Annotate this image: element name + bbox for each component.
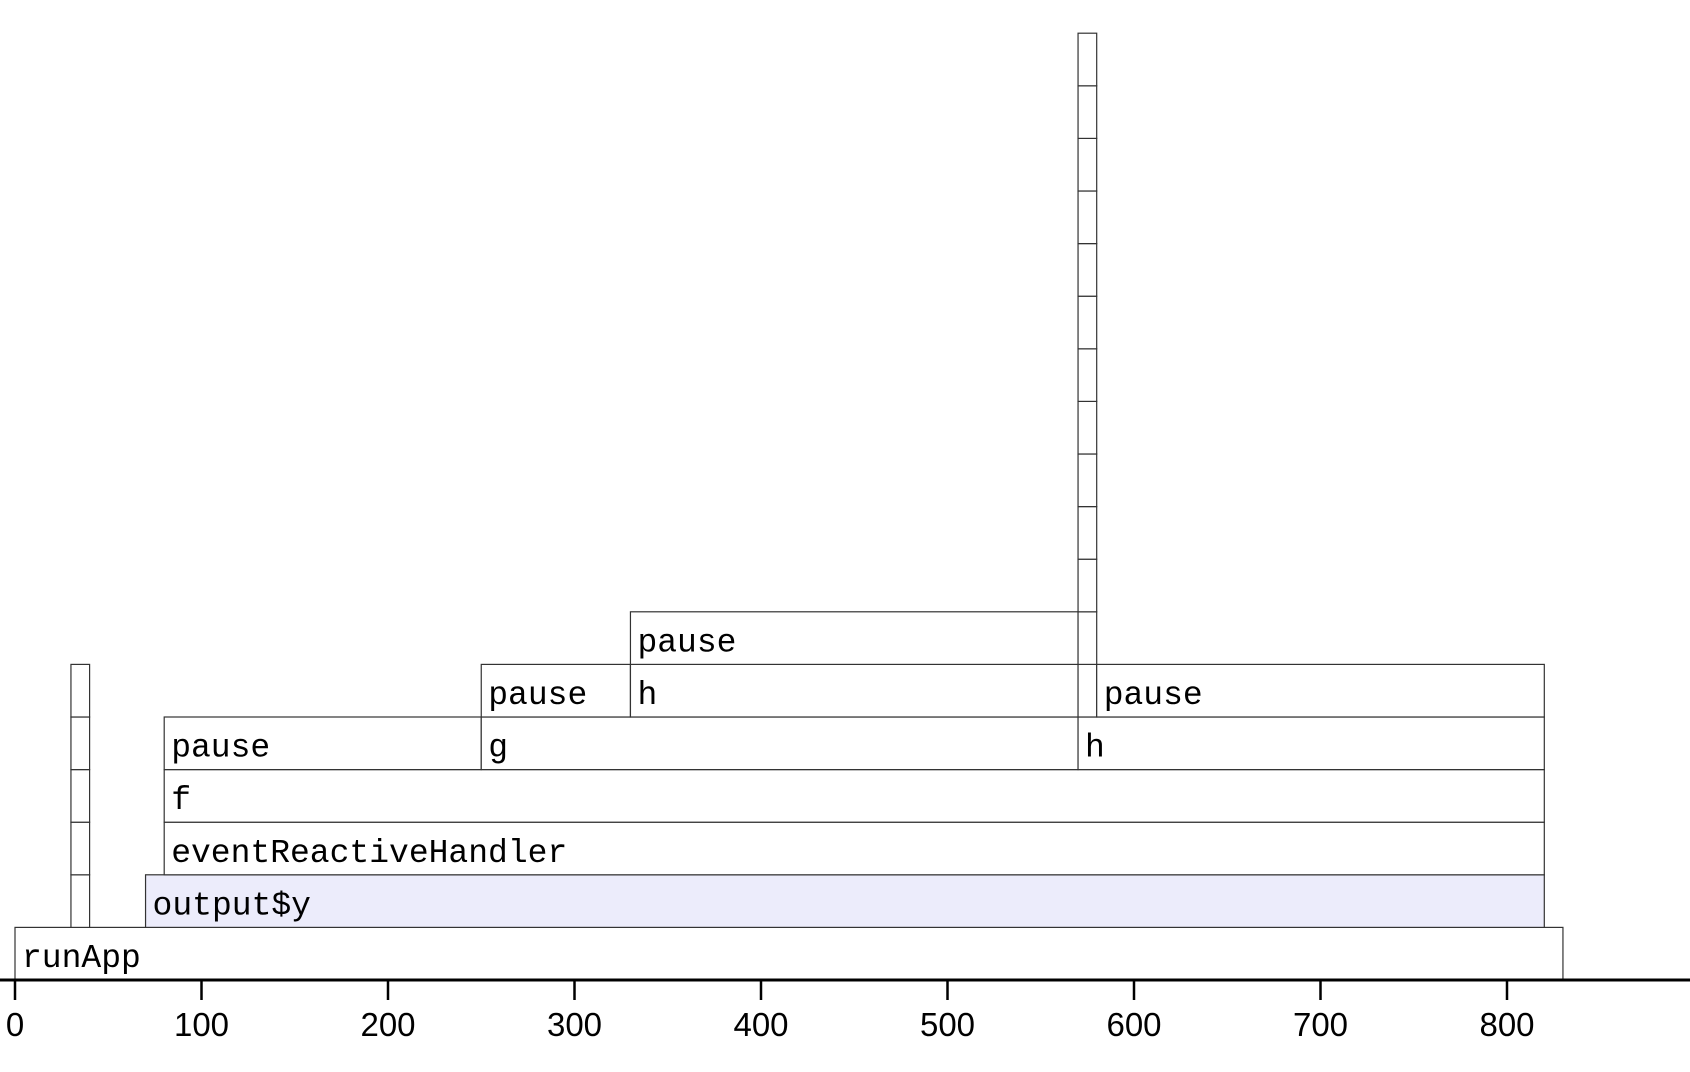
frame-rect[interactable] — [1096, 663, 1545, 718]
frame-h-12[interactable]: h — [629, 663, 1079, 718]
frame-rect[interactable] — [1077, 663, 1098, 718]
frame-rect[interactable] — [163, 821, 1545, 876]
frame-unlabeled-1[interactable] — [70, 874, 91, 928]
frame-unlabeled-27[interactable] — [1077, 85, 1098, 140]
x-tick-label-300: 300 — [547, 1006, 602, 1043]
frame-unlabeled-22[interactable] — [1077, 348, 1098, 402]
x-tick-label-500: 500 — [920, 1006, 975, 1043]
frame-pause-11[interactable]: pause — [480, 663, 632, 718]
frame-unlabeled-18[interactable] — [1077, 558, 1098, 613]
x-axis: 0 100 200 300 400 500 600 700 800 — [0, 978, 1690, 1043]
frame-rect[interactable] — [1077, 716, 1545, 771]
frame-unlabeled-15[interactable] — [1077, 663, 1098, 718]
frame-rect[interactable] — [1077, 243, 1098, 297]
frame-rect[interactable] — [1077, 453, 1098, 508]
x-tick-label-600: 600 — [1106, 1006, 1161, 1043]
x-tick-label-400: 400 — [733, 1006, 788, 1043]
frame-unlabeled-25[interactable] — [1077, 190, 1098, 245]
frame-output-y-6[interactable]: output$y — [144, 874, 1545, 928]
frame-rect[interactable] — [1077, 348, 1098, 402]
frame-h-14[interactable]: h — [1077, 716, 1545, 771]
frame-unlabeled-20[interactable] — [1077, 453, 1098, 508]
frame-pause-13[interactable]: pause — [629, 611, 1079, 665]
frame-rect[interactable] — [1077, 400, 1098, 455]
frames-layer: runApp output$y eventReactiveHandler f pause… — [14, 32, 1564, 981]
frame-label: eventReactiveHandler — [171, 835, 567, 872]
frame-rect[interactable] — [480, 663, 632, 718]
frame-label: h — [637, 677, 657, 714]
frame-rect[interactable] — [144, 874, 1545, 928]
frame-unlabeled-24[interactable] — [1077, 243, 1098, 297]
frame-label: runApp — [22, 940, 141, 977]
frame-rect[interactable] — [1077, 190, 1098, 245]
frame-rect[interactable] — [163, 716, 482, 771]
frame-unlabeled-17[interactable] — [1077, 611, 1098, 665]
frame-rect[interactable] — [1077, 558, 1098, 613]
frame-rect[interactable] — [70, 768, 91, 823]
frame-label: f — [171, 782, 191, 819]
frame-unlabeled-4[interactable] — [70, 716, 91, 771]
frame-unlabeled-21[interactable] — [1077, 400, 1098, 455]
frame-rect[interactable] — [70, 663, 91, 718]
frame-rect[interactable] — [70, 874, 91, 928]
frame-eventreactivehandler-7[interactable]: eventReactiveHandler — [163, 821, 1545, 876]
frame-rect[interactable] — [1077, 137, 1098, 192]
frame-label: pause — [1104, 677, 1203, 714]
frame-label: pause — [637, 624, 736, 661]
frame-rect[interactable] — [1077, 295, 1098, 350]
frame-rect[interactable] — [629, 611, 1079, 665]
frame-rect[interactable] — [163, 768, 1545, 823]
frame-unlabeled-2[interactable] — [70, 821, 91, 876]
frame-rect[interactable] — [1077, 32, 1098, 87]
frame-rect[interactable] — [1077, 611, 1098, 665]
frame-label: pause — [488, 677, 587, 714]
frame-runapp-0[interactable]: runApp — [14, 926, 1564, 981]
frame-rect[interactable] — [629, 663, 1079, 718]
frame-rect[interactable] — [1077, 85, 1098, 140]
frame-rect[interactable] — [14, 926, 1564, 981]
x-tick-label-0: 0 — [6, 1006, 24, 1043]
x-tick-label-100: 100 — [174, 1006, 229, 1043]
frame-unlabeled-23[interactable] — [1077, 295, 1098, 350]
frame-label: g — [488, 730, 508, 767]
frame-pause-16[interactable]: pause — [1096, 663, 1545, 718]
frame-rect[interactable] — [480, 716, 1079, 771]
frame-label: h — [1085, 730, 1105, 767]
frame-g-10[interactable]: g — [480, 716, 1079, 771]
frame-rect[interactable] — [70, 821, 91, 876]
frame-pause-9[interactable]: pause — [163, 716, 482, 771]
frame-rect[interactable] — [1077, 506, 1098, 560]
frame-unlabeled-19[interactable] — [1077, 506, 1098, 560]
frame-label: pause — [171, 730, 270, 767]
x-tick-label-800: 800 — [1479, 1006, 1534, 1043]
x-tick-label-200: 200 — [360, 1006, 415, 1043]
frame-f-8[interactable]: f — [163, 768, 1545, 823]
frame-unlabeled-3[interactable] — [70, 768, 91, 823]
frame-rect[interactable] — [70, 716, 91, 771]
frame-unlabeled-26[interactable] — [1077, 137, 1098, 192]
frame-label: output$y — [153, 887, 311, 924]
frame-unlabeled-5[interactable] — [70, 663, 91, 718]
x-tick-label-700: 700 — [1293, 1006, 1348, 1043]
frame-unlabeled-28[interactable] — [1077, 32, 1098, 87]
